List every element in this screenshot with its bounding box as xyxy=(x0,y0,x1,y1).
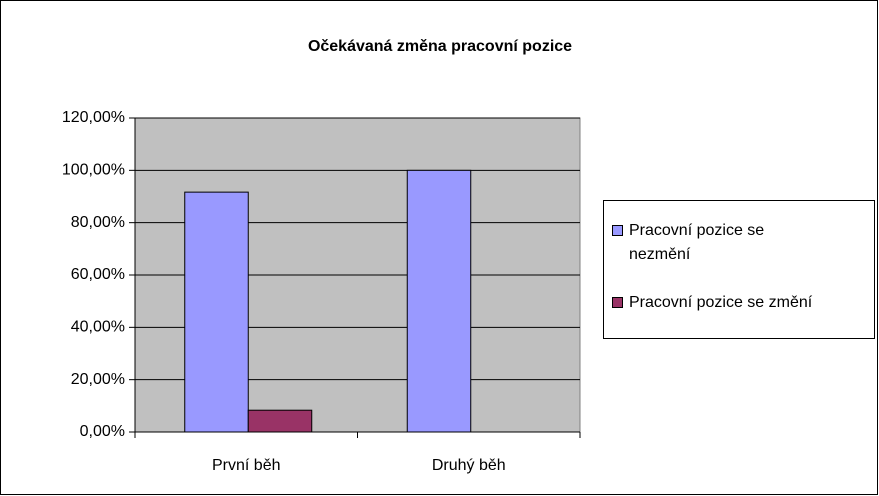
x-tick-label: Druhý běh xyxy=(432,457,506,474)
legend-swatch xyxy=(612,225,623,236)
legend-label: Pracovní pozice se změní xyxy=(629,294,813,311)
x-tick-label: První běh xyxy=(212,457,280,474)
y-tick-label: 40,00% xyxy=(71,319,125,336)
bar xyxy=(406,169,472,433)
legend: Pracovní pozice se nezmění Pracovní pozic… xyxy=(603,200,875,339)
legend-item: Pracovní pozice se nezmění xyxy=(612,219,874,267)
y-tick-label: 0,00% xyxy=(80,423,125,440)
bar xyxy=(184,191,249,433)
bar xyxy=(247,409,313,433)
y-tick-label: 60,00% xyxy=(71,266,125,283)
legend-label: Pracovní pozice se nezmění xyxy=(629,222,765,263)
chart-title: Očekávaná změna pracovní pozice xyxy=(308,38,572,55)
legend-item: Pracovní pozice se změní xyxy=(612,291,874,315)
y-tick-label: 80,00% xyxy=(71,214,125,231)
y-tick-label: 100,00% xyxy=(62,162,125,179)
y-tick-label: 20,00% xyxy=(71,371,125,388)
y-tick-label: 120,00% xyxy=(62,109,125,126)
legend-swatch xyxy=(612,297,623,308)
